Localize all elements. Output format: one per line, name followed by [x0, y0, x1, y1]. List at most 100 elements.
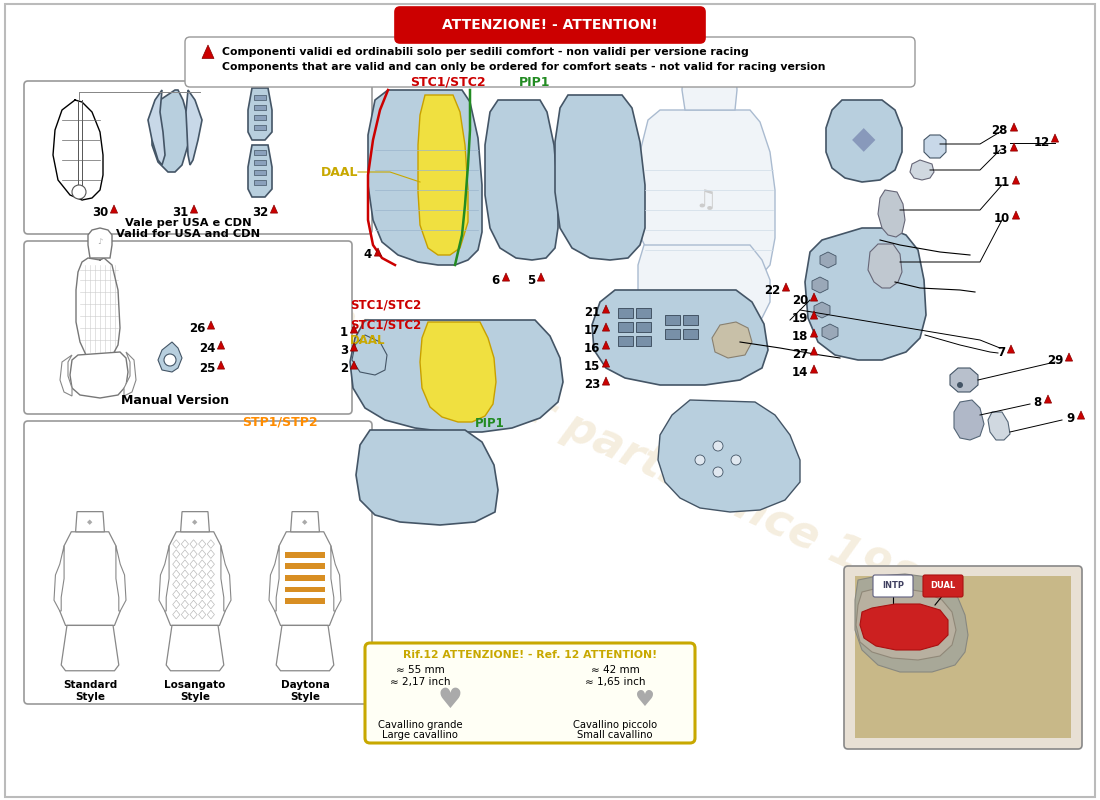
Polygon shape: [180, 512, 209, 532]
Text: 1: 1: [340, 326, 348, 338]
Circle shape: [713, 441, 723, 451]
Text: 5: 5: [527, 274, 535, 286]
Text: STC1/STC2: STC1/STC2: [350, 318, 421, 331]
Text: Losangato
Style: Losangato Style: [164, 680, 226, 702]
Polygon shape: [592, 290, 768, 385]
Text: 18: 18: [792, 330, 808, 342]
Polygon shape: [666, 329, 680, 339]
Polygon shape: [166, 626, 223, 670]
Polygon shape: [1052, 134, 1058, 142]
Polygon shape: [636, 322, 651, 332]
Circle shape: [72, 185, 86, 199]
Text: Daytona
Style: Daytona Style: [280, 680, 329, 702]
Text: Cavallino grande: Cavallino grande: [377, 720, 462, 730]
Polygon shape: [124, 352, 136, 396]
Text: 16: 16: [584, 342, 600, 354]
Polygon shape: [1008, 345, 1014, 353]
Text: 30: 30: [91, 206, 108, 218]
Bar: [254, 150, 266, 155]
Text: 2: 2: [340, 362, 348, 374]
FancyBboxPatch shape: [24, 421, 372, 704]
Polygon shape: [603, 341, 609, 349]
Text: Cavallino piccolo: Cavallino piccolo: [573, 720, 657, 730]
Polygon shape: [158, 342, 182, 372]
Polygon shape: [54, 546, 64, 611]
Polygon shape: [221, 546, 231, 611]
Polygon shape: [59, 532, 120, 626]
Text: ◆: ◆: [87, 518, 92, 525]
Text: 32: 32: [252, 206, 268, 218]
Text: Small cavallino: Small cavallino: [578, 730, 652, 740]
Polygon shape: [152, 90, 188, 172]
Polygon shape: [811, 311, 817, 319]
Polygon shape: [351, 325, 358, 333]
Polygon shape: [218, 341, 224, 349]
Polygon shape: [160, 546, 169, 611]
Circle shape: [695, 455, 705, 465]
Polygon shape: [202, 45, 215, 58]
FancyBboxPatch shape: [365, 643, 695, 743]
Text: 7: 7: [997, 346, 1005, 358]
Polygon shape: [782, 283, 790, 291]
Bar: [285, 552, 326, 558]
Text: Vale per USA e CDN: Vale per USA e CDN: [124, 218, 251, 228]
Bar: [855, 576, 1071, 738]
Text: ≈ 42 mm: ≈ 42 mm: [591, 665, 639, 675]
Circle shape: [164, 354, 176, 366]
Polygon shape: [1011, 143, 1018, 151]
FancyBboxPatch shape: [24, 241, 352, 414]
Text: 15: 15: [584, 359, 600, 373]
Text: 29: 29: [1046, 354, 1063, 366]
Text: ◆: ◆: [192, 518, 198, 525]
Polygon shape: [110, 205, 118, 213]
Text: ≈ 2,17 inch: ≈ 2,17 inch: [389, 677, 450, 687]
Text: ◆: ◆: [302, 518, 308, 525]
Polygon shape: [374, 248, 382, 256]
Polygon shape: [618, 322, 632, 332]
Bar: [285, 575, 326, 581]
Text: STC1/STC2: STC1/STC2: [350, 298, 421, 311]
Polygon shape: [683, 329, 698, 339]
Polygon shape: [822, 324, 838, 340]
Polygon shape: [603, 359, 609, 367]
Text: INTP: INTP: [882, 582, 904, 590]
Text: Components that are valid and can only be ordered for comfort seats - not valid : Components that are valid and can only b…: [222, 62, 825, 72]
Text: 28: 28: [991, 123, 1008, 137]
Text: 14: 14: [792, 366, 808, 378]
Text: 26: 26: [188, 322, 205, 334]
Text: 6: 6: [492, 274, 500, 286]
Text: 31: 31: [172, 206, 188, 218]
Polygon shape: [538, 273, 544, 281]
Text: 9: 9: [1067, 411, 1075, 425]
Polygon shape: [352, 335, 387, 375]
Text: 20: 20: [792, 294, 808, 306]
Text: 19: 19: [792, 311, 808, 325]
Polygon shape: [248, 145, 272, 197]
Polygon shape: [418, 95, 468, 255]
Polygon shape: [1044, 395, 1052, 403]
Text: DAAL: DAAL: [320, 166, 358, 178]
Text: 24: 24: [199, 342, 214, 354]
Text: 8: 8: [1034, 395, 1042, 409]
Text: 3: 3: [340, 343, 348, 357]
Bar: [285, 586, 326, 592]
FancyBboxPatch shape: [923, 575, 962, 597]
Polygon shape: [70, 352, 128, 398]
Text: STC1/STC2: STC1/STC2: [410, 75, 486, 89]
Text: ♥: ♥: [438, 686, 462, 714]
Bar: [254, 180, 266, 185]
Polygon shape: [186, 90, 202, 165]
Bar: [254, 160, 266, 165]
Polygon shape: [856, 588, 956, 660]
Polygon shape: [76, 512, 104, 532]
Polygon shape: [503, 273, 509, 281]
Polygon shape: [603, 323, 609, 331]
Polygon shape: [618, 308, 632, 318]
Polygon shape: [208, 321, 214, 329]
Circle shape: [957, 382, 962, 388]
Polygon shape: [1012, 176, 1020, 184]
Bar: [254, 95, 266, 100]
Text: 23: 23: [584, 378, 600, 390]
Polygon shape: [88, 228, 112, 258]
Text: 10: 10: [993, 211, 1010, 225]
